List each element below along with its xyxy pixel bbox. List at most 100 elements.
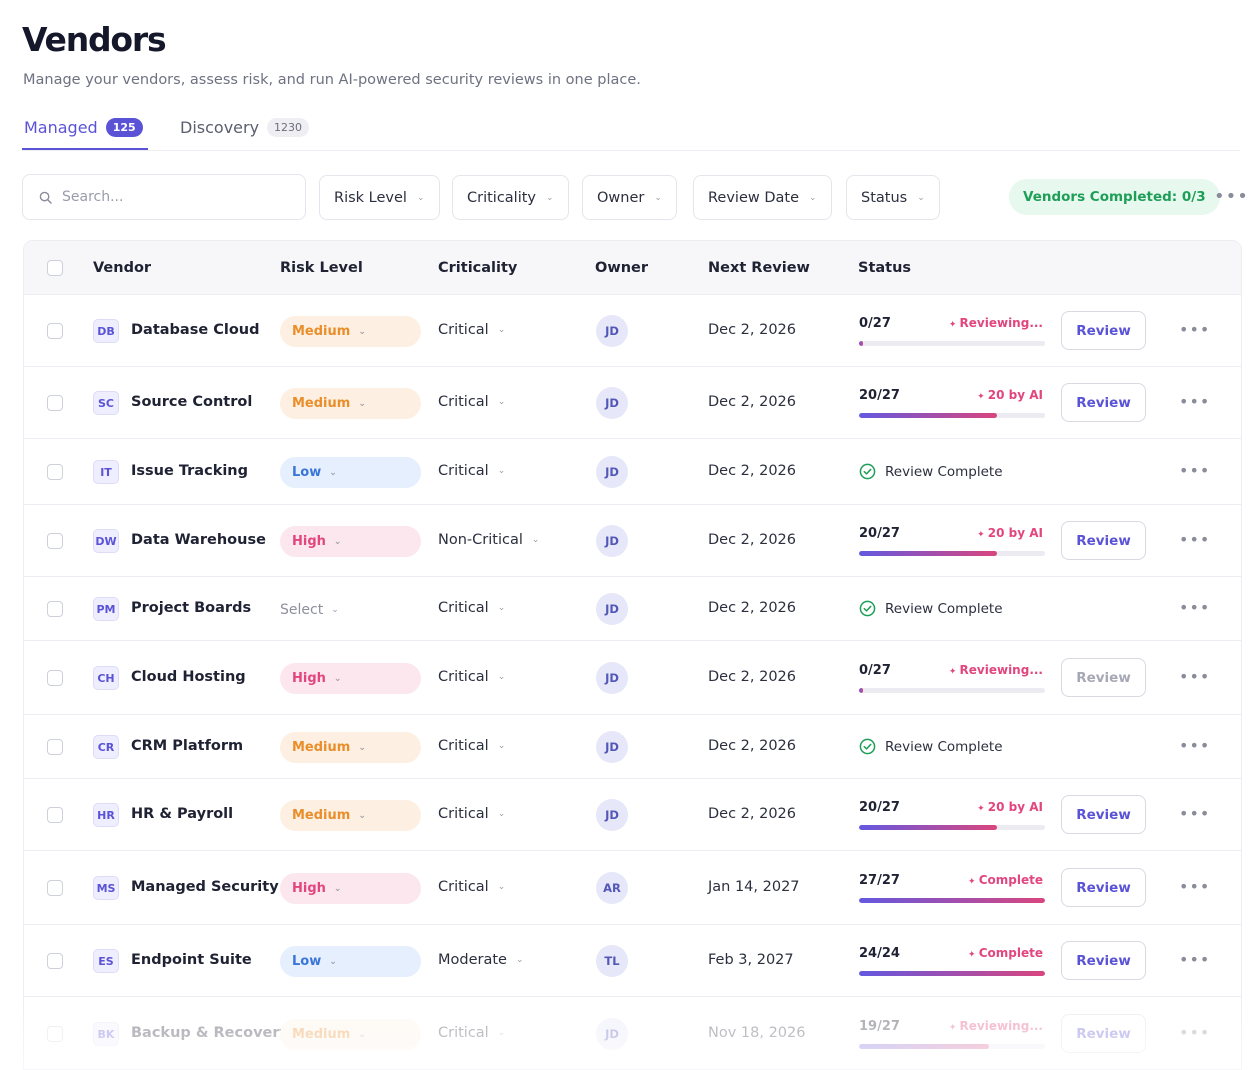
owner-avatar[interactable]: JD xyxy=(596,315,628,347)
risk-level-dropdown[interactable]: Medium ⌄ xyxy=(280,800,421,831)
owner-avatar[interactable]: JD xyxy=(596,525,628,557)
row-more-options-icon[interactable]: ••• xyxy=(1179,804,1211,823)
criticality-dropdown[interactable]: Critical ⌄ xyxy=(438,600,505,616)
risk-level-dropdown[interactable]: Medium ⌄ xyxy=(280,1019,421,1050)
table-row: BK Backup & Recovery Medium ⌄ Critical ⌄ JD Nov… xyxy=(24,997,1241,1069)
filter-risk-level[interactable]: Risk Level ⌄ xyxy=(319,175,440,220)
row-more-options-icon[interactable]: ••• xyxy=(1179,877,1211,896)
owner-avatar[interactable]: JD xyxy=(596,1018,628,1050)
vendor-name[interactable]: Project Boards xyxy=(131,600,252,616)
header-status[interactable]: Status xyxy=(858,260,912,276)
review-progress-count: 20/27 xyxy=(859,526,900,541)
row-checkbox[interactable] xyxy=(47,953,63,969)
owner-avatar[interactable]: JD xyxy=(596,387,628,419)
vendor-name[interactable]: Issue Tracking xyxy=(131,463,249,479)
criticality-dropdown[interactable]: Critical ⌄ xyxy=(438,879,505,895)
risk-level-dropdown[interactable]: Medium ⌄ xyxy=(280,732,421,763)
header-next-review[interactable]: Next Review xyxy=(708,260,810,276)
tab-discovery[interactable]: Discovery 1230 xyxy=(180,112,310,142)
row-checkbox[interactable] xyxy=(47,323,63,339)
row-more-options-icon[interactable]: ••• xyxy=(1179,461,1211,480)
risk-level-label: Medium xyxy=(292,740,351,755)
row-checkbox[interactable] xyxy=(47,739,63,755)
risk-level-dropdown[interactable]: High ⌄ xyxy=(280,526,421,557)
vendor-name[interactable]: Source Control xyxy=(131,394,253,410)
header-vendor[interactable]: Vendor xyxy=(93,260,152,276)
review-button[interactable]: Review xyxy=(1061,941,1146,980)
review-button[interactable]: Review xyxy=(1061,868,1146,907)
risk-level-dropdown[interactable]: Medium ⌄ xyxy=(280,316,421,347)
row-more-options-icon[interactable]: ••• xyxy=(1179,392,1211,411)
review-button[interactable]: Review xyxy=(1061,383,1146,422)
criticality-dropdown[interactable]: Moderate ⌄ xyxy=(438,952,524,968)
risk-level-dropdown[interactable]: Low ⌄ xyxy=(280,457,421,488)
criticality-dropdown[interactable]: Critical ⌄ xyxy=(438,463,505,479)
row-more-options-icon[interactable]: ••• xyxy=(1179,950,1211,969)
vendor-name[interactable]: Database Cloud xyxy=(131,322,260,338)
risk-level-dropdown[interactable]: Medium ⌄ xyxy=(280,388,421,419)
risk-level-dropdown[interactable]: High ⌄ xyxy=(280,663,421,694)
row-checkbox[interactable] xyxy=(47,807,63,823)
risk-level-dropdown[interactable]: Low ⌄ xyxy=(280,946,421,977)
criticality-dropdown[interactable]: Critical ⌄ xyxy=(438,806,505,822)
risk-level-dropdown[interactable]: High ⌄ xyxy=(280,873,421,904)
review-button[interactable]: Review xyxy=(1061,658,1146,697)
row-checkbox[interactable] xyxy=(47,1026,63,1042)
review-button[interactable]: Review xyxy=(1061,795,1146,834)
filter-criticality[interactable]: Criticality ⌄ xyxy=(452,175,569,220)
risk-level-label: Medium xyxy=(292,396,351,411)
row-more-options-icon[interactable]: ••• xyxy=(1179,598,1211,617)
row-more-options-icon[interactable]: ••• xyxy=(1179,736,1211,755)
vendor-name[interactable]: CRM Platform xyxy=(131,738,244,754)
criticality-dropdown[interactable]: Critical ⌄ xyxy=(438,322,505,338)
owner-avatar[interactable]: JD xyxy=(596,799,628,831)
search-input[interactable] xyxy=(62,189,262,205)
criticality-dropdown[interactable]: Critical ⌄ xyxy=(438,738,505,754)
owner-avatar[interactable]: TL xyxy=(596,945,628,977)
review-progress-text: 20 by AI xyxy=(987,526,1043,540)
criticality-dropdown[interactable]: Critical ⌄ xyxy=(438,669,505,685)
vendor-name[interactable]: Endpoint Suite xyxy=(131,952,252,968)
tab-managed[interactable]: Managed 125 xyxy=(24,112,143,142)
risk-level-dropdown[interactable]: Select ⌄ xyxy=(280,594,421,625)
vendor-name[interactable]: Backup & Recovery xyxy=(131,1025,289,1041)
row-more-options-icon[interactable]: ••• xyxy=(1179,530,1211,549)
header-owner[interactable]: Owner xyxy=(595,260,649,276)
vendor-name[interactable]: Managed Security xyxy=(131,879,279,895)
owner-avatar[interactable]: JD xyxy=(596,593,628,625)
criticality-dropdown[interactable]: Non-Critical ⌄ xyxy=(438,532,539,548)
vendor-name[interactable]: HR & Payroll xyxy=(131,806,234,822)
filter-review-date[interactable]: Review Date ⌄ xyxy=(693,175,832,220)
row-more-options-icon[interactable]: ••• xyxy=(1179,1023,1211,1042)
filter-status[interactable]: Status ⌄ xyxy=(846,175,940,220)
criticality-label: Critical xyxy=(438,600,489,616)
more-options-icon[interactable]: ••• xyxy=(1214,186,1249,207)
owner-avatar[interactable]: JD xyxy=(596,456,628,488)
row-checkbox[interactable] xyxy=(47,395,63,411)
owner-avatar[interactable]: JD xyxy=(596,662,628,694)
criticality-dropdown[interactable]: Critical ⌄ xyxy=(438,394,505,410)
next-review-date: Dec 2, 2026 xyxy=(708,600,797,616)
review-button[interactable]: Review xyxy=(1061,521,1146,560)
header-criticality[interactable]: Criticality xyxy=(438,260,518,276)
select-all-checkbox[interactable] xyxy=(47,260,63,276)
row-checkbox[interactable] xyxy=(47,601,63,617)
criticality-label: Non-Critical xyxy=(438,532,523,548)
header-risk-level[interactable]: Risk Level xyxy=(280,260,363,276)
row-more-options-icon[interactable]: ••• xyxy=(1179,667,1211,686)
vendor-name[interactable]: Data Warehouse xyxy=(131,532,266,548)
filter-owner[interactable]: Owner ⌄ xyxy=(582,175,677,220)
review-button[interactable]: Review xyxy=(1061,311,1146,350)
criticality-dropdown[interactable]: Critical ⌄ xyxy=(438,1025,505,1041)
vendor-name[interactable]: Cloud Hosting xyxy=(131,669,246,685)
search-box xyxy=(22,174,306,220)
owner-avatar[interactable]: JD xyxy=(596,731,628,763)
row-more-options-icon[interactable]: ••• xyxy=(1179,320,1211,339)
row-checkbox[interactable] xyxy=(47,880,63,896)
row-checkbox[interactable] xyxy=(47,533,63,549)
review-button[interactable]: Review xyxy=(1061,1014,1146,1053)
review-progress-count: 0/27 xyxy=(859,663,891,678)
row-checkbox[interactable] xyxy=(47,670,63,686)
row-checkbox[interactable] xyxy=(47,464,63,480)
owner-avatar[interactable]: AR xyxy=(596,872,628,904)
